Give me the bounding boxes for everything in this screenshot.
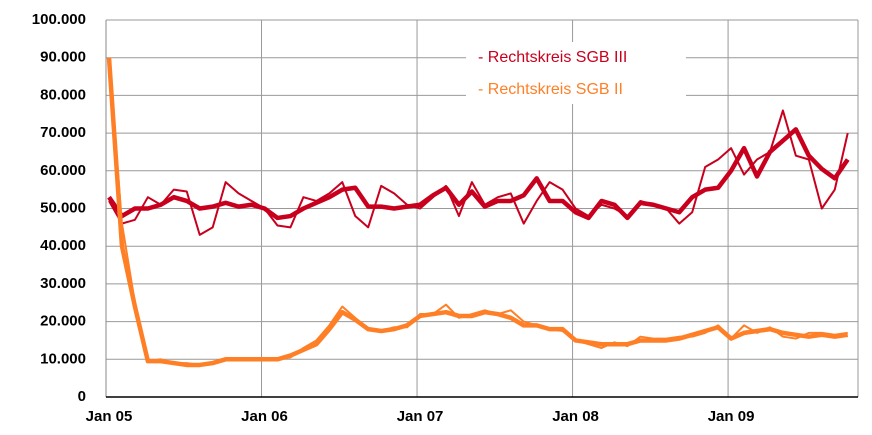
x-tick-label: Jan 06 [241,408,288,425]
x-tick-label: Jan 09 [708,408,755,425]
legend-entry: - Rechtskreis SGB III [478,49,627,66]
y-tick-label: 20.000 [40,313,86,330]
y-tick-label: 100.000 [32,11,86,28]
y-tick-label: 90.000 [40,49,86,66]
y-tick-label: 30.000 [40,275,86,292]
x-tick-label: Jan 05 [86,408,133,425]
legend-box [466,42,686,104]
y-tick-label: 0 [78,388,86,405]
x-tick-label: Jan 08 [552,408,599,425]
trend-line [107,127,850,221]
y-tick-label: 50.000 [40,199,86,216]
x-tick-label: Jan 07 [397,408,444,425]
legend-entry: - Rechtskreis SGB II [478,81,623,98]
series-line [108,109,849,236]
y-tick-label: 70.000 [40,124,86,141]
trend-line [106,57,849,368]
y-tick-label: 60.000 [40,162,86,179]
y-tick-label: 10.000 [40,350,86,367]
y-tick-label: 40.000 [40,237,86,254]
y-tick-label: 80.000 [40,86,86,103]
